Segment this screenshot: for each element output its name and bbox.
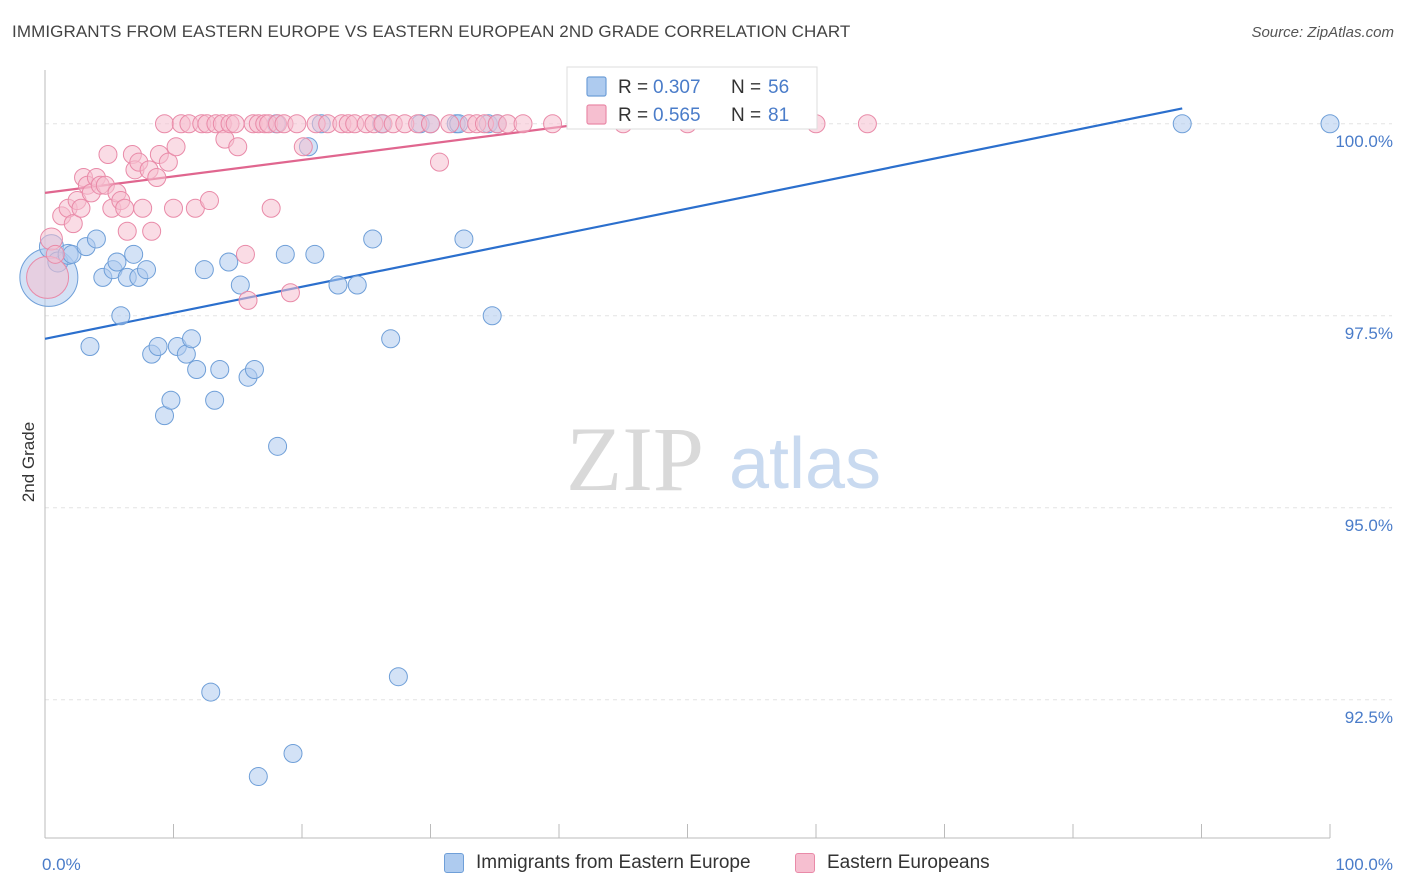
data-point-eastern-europeans: [543, 114, 563, 134]
data-point-immigrants: [201, 682, 221, 702]
stats-n-value: 81: [768, 105, 789, 126]
data-point-eastern-europeans: [26, 255, 70, 299]
gridlines: [45, 123, 1392, 701]
data-point-immigrants: [363, 229, 383, 249]
legend-swatch-pink-icon: [795, 853, 815, 873]
data-point-eastern-europeans: [261, 198, 281, 218]
data-point-eastern-europeans: [429, 152, 449, 172]
data-point-immigrants: [137, 260, 157, 280]
y-tick-label: 92.5%: [1345, 708, 1393, 727]
legend-swatch-blue-icon: [444, 853, 464, 873]
data-point-immigrants: [1320, 114, 1340, 134]
data-point-eastern-europeans: [235, 244, 255, 264]
data-point-eastern-europeans: [513, 114, 533, 134]
data-point-eastern-europeans: [166, 137, 186, 157]
data-point-eastern-europeans: [440, 114, 460, 134]
data-point-immigrants: [328, 275, 348, 295]
data-point-eastern-europeans: [238, 290, 258, 310]
data-point-immigrants: [305, 244, 325, 264]
watermark-zip: ZIP: [566, 408, 704, 510]
data-point-eastern-europeans: [857, 114, 877, 134]
data-point-eastern-europeans: [280, 283, 300, 303]
data-point-eastern-europeans: [421, 114, 440, 134]
stats-r-value: 0.565: [653, 105, 701, 126]
data-point-immigrants: [283, 744, 303, 764]
x-tick-label: 0.0%: [42, 855, 81, 874]
data-point-eastern-europeans: [133, 198, 153, 218]
trend-line-immigrants: [44, 107, 1183, 340]
data-point-eastern-europeans: [228, 137, 248, 157]
data-point-immigrants: [148, 336, 168, 356]
data-point-immigrants: [210, 360, 230, 380]
data-point-immigrants: [388, 667, 408, 687]
data-point-immigrants: [86, 229, 106, 249]
data-point-immigrants: [107, 252, 127, 272]
data-point-immigrants: [248, 767, 268, 787]
y-tick-label: 100.0%: [1335, 132, 1393, 151]
legend-item-immigrants[interactable]: Immigrants from Eastern Europe: [444, 852, 751, 874]
data-point-eastern-europeans: [63, 214, 83, 234]
stats-r-label: R =: [618, 77, 648, 98]
source-label: Source: ZipAtlas.com: [1251, 24, 1394, 41]
data-point-immigrants: [124, 244, 144, 264]
stats-r-label: R =: [618, 105, 648, 126]
data-point-immigrants: [268, 436, 288, 456]
data-point-immigrants: [1172, 114, 1192, 134]
x-tick-label: 100.0%: [1335, 855, 1393, 874]
data-point-immigrants: [230, 275, 250, 295]
data-point-immigrants: [205, 390, 225, 410]
data-point-eastern-europeans: [199, 191, 219, 211]
legend-label-immigrants: Immigrants from Eastern Europe: [476, 852, 751, 873]
y-axis-label: 2nd Grade: [19, 422, 38, 502]
data-point-immigrants: [381, 329, 401, 349]
stats-swatch-icon: [586, 76, 607, 97]
data-point-immigrants: [482, 306, 502, 326]
stats-swatch-icon: [586, 104, 607, 125]
data-point-immigrants: [347, 275, 367, 295]
data-point-immigrants: [111, 306, 131, 326]
data-point-immigrants: [194, 260, 214, 280]
data-point-immigrants: [161, 390, 181, 410]
stats-r-value: 0.307: [653, 77, 701, 98]
y-tick-label: 95.0%: [1345, 516, 1393, 535]
data-point-eastern-europeans: [45, 244, 65, 264]
data-point-immigrants: [219, 252, 239, 272]
data-point-eastern-europeans: [287, 114, 307, 134]
data-point-eastern-europeans: [71, 198, 91, 218]
data-point-eastern-europeans: [98, 144, 118, 164]
data-point-eastern-europeans: [147, 168, 167, 188]
data-point-immigrants: [454, 229, 474, 249]
data-point-immigrants: [187, 360, 207, 380]
chart-title: IMMIGRANTS FROM EASTERN EUROPE VS EASTER…: [12, 22, 851, 41]
y-tick-label: 97.5%: [1345, 324, 1393, 343]
stats-n-label: N =: [731, 105, 761, 126]
stats-n-value: 56: [768, 77, 789, 98]
stats-legend: R = 0.307 N = 56 R = 0.565 N = 81: [566, 66, 818, 130]
data-point-immigrants: [244, 360, 264, 380]
data-point-eastern-europeans: [225, 114, 245, 134]
watermark-atlas: atlas: [729, 424, 881, 504]
data-point-eastern-europeans: [164, 198, 183, 218]
data-point-eastern-europeans: [115, 198, 135, 218]
data-point-eastern-europeans: [142, 221, 162, 241]
legend-item-eastern-europeans[interactable]: Eastern Europeans: [795, 852, 990, 874]
data-point-immigrants: [275, 244, 295, 264]
data-point-immigrants: [181, 329, 201, 349]
data-point-immigrants: [80, 336, 100, 356]
legend-label-eastern-europeans: Eastern Europeans: [827, 852, 990, 873]
data-point-eastern-europeans: [293, 137, 313, 157]
watermark: ZIP atlas: [566, 408, 881, 510]
data-points: [19, 114, 1340, 787]
trend-lines: [44, 107, 1183, 340]
trend-line-eastern-europeans: [44, 122, 585, 194]
stats-legend-frame: [566, 66, 818, 130]
data-point-eastern-europeans: [158, 152, 178, 172]
stats-n-label: N =: [731, 77, 761, 98]
data-point-eastern-europeans: [117, 221, 137, 241]
tick-labels: 100.0% 97.5% 95.0% 92.5% 0.0% 100.0%: [42, 132, 1393, 874]
axes: [44, 70, 1331, 839]
data-point-eastern-europeans: [155, 114, 175, 134]
